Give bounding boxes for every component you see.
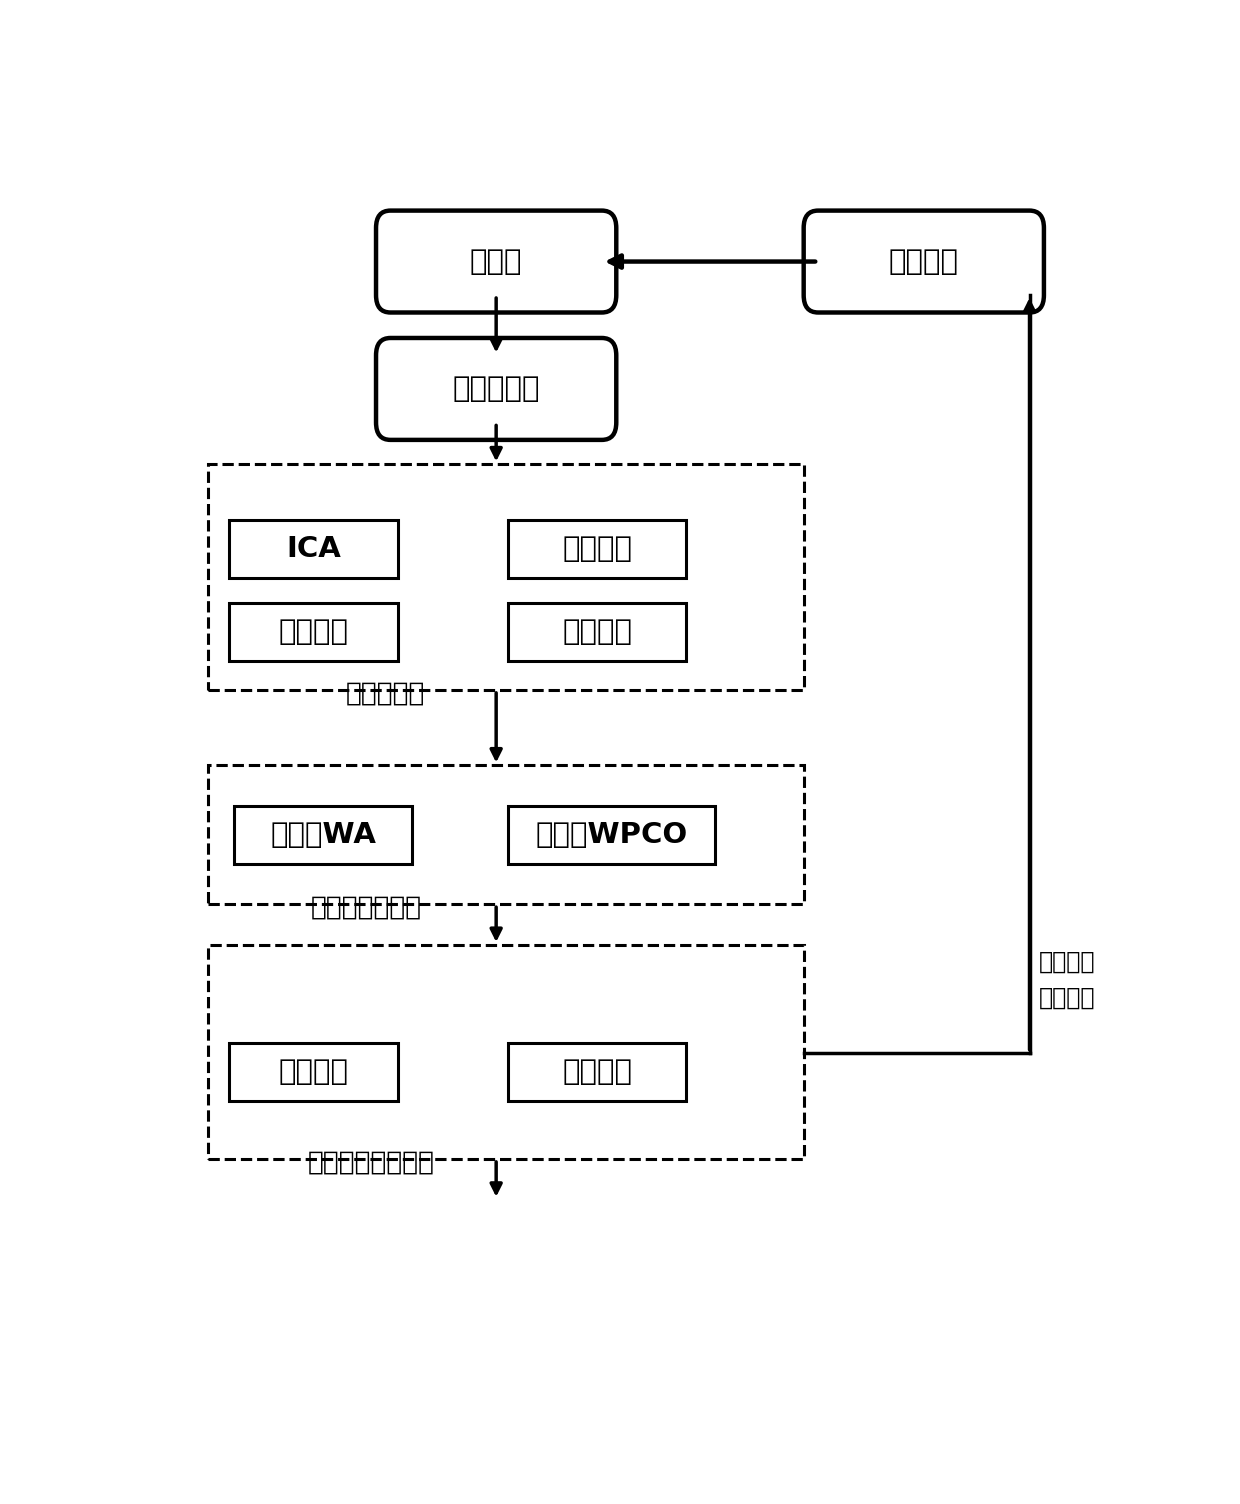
- Text: 滑动平均: 滑动平均: [562, 535, 632, 562]
- FancyBboxPatch shape: [508, 603, 686, 662]
- FancyBboxPatch shape: [508, 520, 686, 578]
- FancyBboxPatch shape: [376, 211, 616, 313]
- Text: 生理信号
反馈信息: 生理信号 反馈信息: [1039, 951, 1096, 1009]
- FancyBboxPatch shape: [208, 945, 804, 1160]
- Text: 生理信号反馈模块: 生理信号反馈模块: [308, 1149, 435, 1176]
- FancyBboxPatch shape: [208, 766, 804, 904]
- FancyBboxPatch shape: [508, 1044, 686, 1101]
- FancyBboxPatch shape: [229, 520, 398, 578]
- Text: 预处理模块: 预处理模块: [346, 681, 425, 707]
- Text: 带通滤波: 带通滤波: [562, 618, 632, 647]
- Text: 近红外设备: 近红外设备: [453, 374, 539, 403]
- Text: 多频段WA: 多频段WA: [270, 821, 376, 848]
- Text: 多频段WPCO: 多频段WPCO: [536, 821, 688, 848]
- Text: 受试者: 受试者: [470, 248, 522, 275]
- FancyBboxPatch shape: [229, 1044, 398, 1101]
- Text: 动画形式: 动画形式: [279, 1059, 348, 1086]
- FancyBboxPatch shape: [508, 806, 714, 863]
- FancyBboxPatch shape: [376, 338, 616, 439]
- Text: 样条插值: 样条插值: [279, 618, 348, 647]
- Text: 显示设备: 显示设备: [889, 248, 959, 275]
- Text: ICA: ICA: [286, 535, 341, 562]
- FancyBboxPatch shape: [208, 465, 804, 690]
- FancyBboxPatch shape: [804, 211, 1044, 313]
- Text: 实时显示: 实时显示: [562, 1059, 632, 1086]
- Text: 多频段解析模块: 多频段解析模块: [311, 895, 422, 920]
- FancyBboxPatch shape: [229, 603, 398, 662]
- FancyBboxPatch shape: [234, 806, 412, 863]
